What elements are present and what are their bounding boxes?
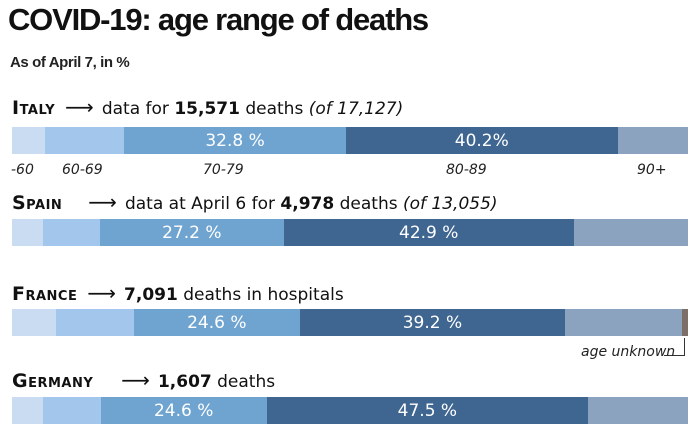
age-label: 70-79 xyxy=(203,162,244,178)
age-unknown-bracket xyxy=(664,338,685,356)
seg-60-69 xyxy=(55,309,134,336)
row-note: data for 15,571 deaths (of 17,127) xyxy=(102,99,403,119)
segment-value-label: 42.9 % xyxy=(399,222,459,243)
arrow-icon: ⟶ xyxy=(87,281,117,305)
seg-under-60 xyxy=(12,397,44,424)
seg-80-89: 42.9 % xyxy=(283,219,574,246)
age-axis-labels: -60 60-69 70-79 80-89 90+ xyxy=(0,162,700,182)
seg-80-89: 40.2% xyxy=(345,127,618,154)
seg-90-plus xyxy=(587,397,688,424)
note-mid: deaths xyxy=(217,372,276,392)
seg-under-60 xyxy=(12,309,56,336)
note-mid: deaths in hospitals xyxy=(183,285,344,305)
bar-spain: 27.2 % 42.9 % xyxy=(12,219,688,246)
bar-france: 24.6 % 39.2 % xyxy=(12,309,688,336)
segment-value-label: 27.2 % xyxy=(162,222,222,243)
bar-germany: 24.6 % 47.5 % xyxy=(12,397,688,424)
country-label: France xyxy=(12,283,78,305)
country-label: Italy xyxy=(12,97,56,119)
seg-80-89: 39.2 % xyxy=(299,309,565,336)
note-total: (of 17,127) xyxy=(308,99,404,119)
note-mid: deaths xyxy=(245,99,304,119)
row-header-germany: Germany ⟶ 1,607 deaths xyxy=(12,368,275,392)
seg-70-79: 24.6 % xyxy=(133,309,300,336)
note-prefix: data for xyxy=(101,99,169,119)
country-label: Spain xyxy=(12,192,63,214)
seg-90-plus xyxy=(564,309,682,336)
note-prefix: data at April 6 for xyxy=(124,194,276,214)
seg-90-plus xyxy=(617,127,688,154)
seg-under-60 xyxy=(12,219,44,246)
seg-70-79: 27.2 % xyxy=(99,219,284,246)
segment-value-label: 32.8 % xyxy=(205,130,265,151)
row-header-spain: Spain ⟶ data at April 6 for 4,978 deaths (… xyxy=(12,190,498,214)
segment-value-label: 39.2 % xyxy=(402,312,463,333)
age-label: 90+ xyxy=(637,162,667,178)
seg-70-79: 24.6 % xyxy=(100,397,267,424)
age-label: 60-69 xyxy=(62,162,103,178)
note-count: 4,978 xyxy=(280,194,335,214)
note-total: (of 13,055) xyxy=(402,194,498,214)
row-note: data at April 6 for 4,978 deaths (of 13,… xyxy=(125,194,498,214)
chart-subtitle: As of April 7, in % xyxy=(10,54,130,71)
row-header-italy: Italy ⟶ data for 15,571 deaths (of 17,127) xyxy=(12,95,403,119)
segment-value-label: 47.5 % xyxy=(397,400,458,421)
age-label: 80-89 xyxy=(446,162,487,178)
row-header-france: France ⟶ 7,091 deaths in hospitals xyxy=(12,281,344,305)
seg-90-plus xyxy=(573,219,688,246)
note-count: 7,091 xyxy=(124,285,178,305)
arrow-icon: ⟶ xyxy=(121,368,150,392)
seg-80-89: 47.5 % xyxy=(266,397,588,424)
segment-value-label: 24.6 % xyxy=(153,400,214,421)
seg-70-79: 32.8 % xyxy=(124,127,346,154)
seg-under-60 xyxy=(12,127,46,154)
row-note: 1,607 deaths xyxy=(158,372,275,392)
row-note: 7,091 deaths in hospitals xyxy=(124,285,344,305)
chart-title: COVID-19: age range of deaths xyxy=(8,2,429,37)
segment-value-label: 40.2% xyxy=(454,130,509,151)
seg-60-69 xyxy=(43,219,100,246)
age-unknown-label: age unknown xyxy=(581,344,676,360)
note-count: 1,607 xyxy=(157,372,212,392)
arrow-icon: ⟶ xyxy=(88,190,117,214)
seg-60-69 xyxy=(45,127,125,154)
segment-value-label: 24.6 % xyxy=(187,312,247,333)
seg-age-unknown xyxy=(681,309,688,336)
age-label: -60 xyxy=(11,162,34,178)
arrow-icon: ⟶ xyxy=(65,95,94,119)
seg-60-69 xyxy=(43,397,101,424)
country-label: Germany xyxy=(12,370,94,392)
bar-italy: 32.8 % 40.2% xyxy=(12,127,688,154)
note-count: 15,571 xyxy=(174,99,240,119)
note-mid: deaths xyxy=(339,194,398,214)
